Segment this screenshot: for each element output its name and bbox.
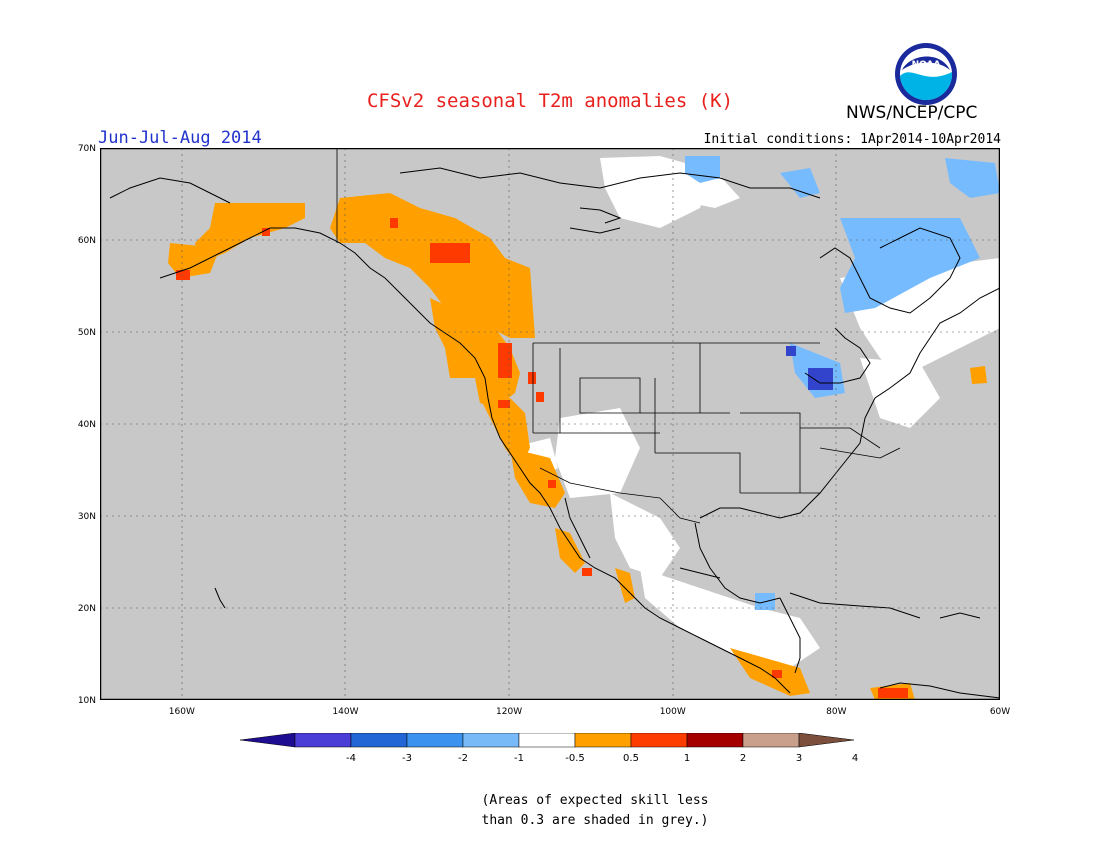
skill-note-line-2: than 0.3 are shaded in grey.) [481, 813, 709, 828]
no-signal-areas [510, 156, 1000, 668]
colorbar-label: 1 [684, 753, 690, 764]
skill-note-line-1: (Areas of expected skill less [481, 793, 709, 808]
lat-tick-label: 40N [78, 420, 96, 430]
season-label: Jun-Jul-Aug 2014 [98, 128, 262, 148]
initial-conditions-label: Initial conditions: 1Apr2014-10Apr2014 [703, 132, 1001, 147]
colorbar-label: 0.5 [623, 753, 639, 764]
colorbar-label: -4 [346, 753, 356, 764]
colorbar-swatch [350, 733, 408, 748]
strong-cool-anomaly-areas [786, 346, 833, 390]
lon-tick-label: 80W [826, 707, 846, 717]
lon-tick-label: 160W [169, 707, 195, 717]
logo-text: NOAA [912, 60, 941, 70]
noaa-logo: NOAA [895, 43, 957, 105]
lon-tick-label: 120W [496, 707, 522, 717]
lat-tick-label: 10N [78, 696, 96, 706]
colorbar-swatch [574, 733, 632, 748]
lat-tick-label: 30N [78, 512, 96, 522]
strong-warm-anomaly-areas [176, 218, 908, 698]
colorbar-low-extend [240, 733, 296, 748]
map-title: CFSv2 seasonal T2m anomalies (K) [366, 90, 734, 112]
colorbar-label: 4 [852, 753, 858, 764]
colorbar: -4 -3 -2 -1 -0.5 0.5 1 2 3 4 [240, 733, 858, 764]
map-frame [100, 148, 1000, 700]
colorbar-swatch [294, 733, 352, 748]
colorbar-label: -3 [402, 753, 412, 764]
colorbar-high-extend [798, 733, 855, 748]
colorbar-label: -2 [458, 753, 468, 764]
graticule [100, 148, 1000, 700]
anomaly-map [100, 148, 1000, 700]
lon-tick-label: 100W [660, 707, 686, 717]
colorbar-swatch [630, 733, 688, 748]
lat-tick-label: 50N [78, 328, 96, 338]
lon-tick-label: 140W [332, 707, 358, 717]
colorbar-swatch [742, 733, 800, 748]
colorbar-label: 3 [796, 753, 802, 764]
coastlines [109, 167, 1000, 699]
lat-tick-label: 70N [78, 144, 96, 154]
colorbar-swatch [462, 733, 520, 748]
colorbar-label: -1 [514, 753, 524, 764]
org-label: NWS/NCEP/CPC [846, 103, 978, 123]
colorbar-label: -0.5 [565, 753, 585, 764]
colorbar-swatch [518, 733, 576, 748]
skill-note: (Areas of expected skill less than 0.3 a… [0, 791, 1100, 831]
colorbar-label: 2 [740, 753, 746, 764]
colorbar-swatch [406, 733, 464, 748]
lat-tick-label: 60N [78, 236, 96, 246]
lat-tick-label: 20N [78, 604, 96, 614]
borders [336, 148, 901, 524]
colorbar-swatch [686, 733, 744, 748]
lon-tick-label: 60W [990, 707, 1010, 717]
